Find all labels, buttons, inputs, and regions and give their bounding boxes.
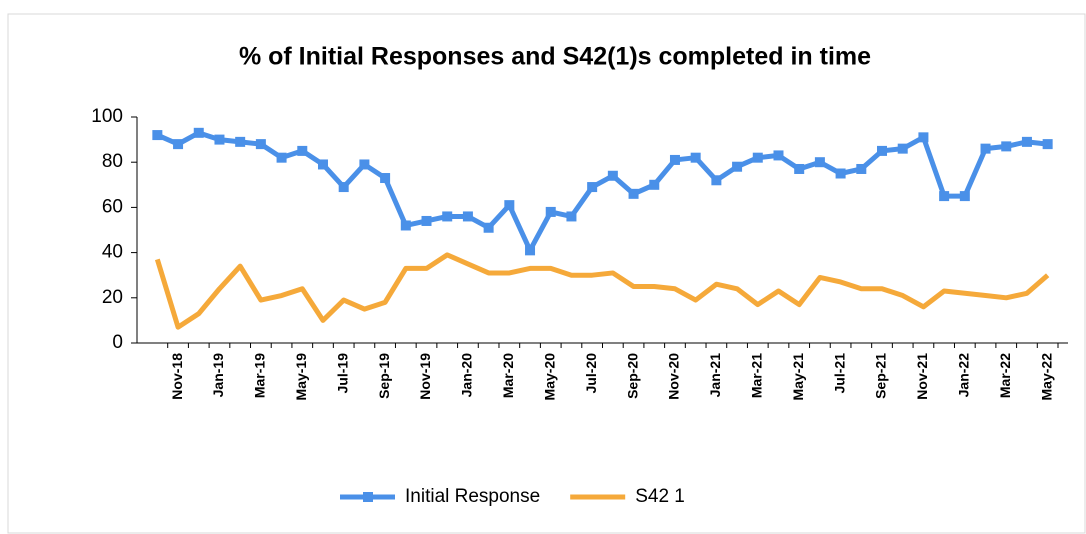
point-marker xyxy=(711,175,722,186)
y-tick-label: 0 xyxy=(112,332,123,353)
x-tick-label: Mar-20 xyxy=(500,353,516,398)
point-marker xyxy=(400,220,411,231)
point-marker xyxy=(421,215,432,226)
point-marker xyxy=(877,145,888,156)
x-tick-label: Jan-21 xyxy=(707,353,723,398)
point-marker xyxy=(794,163,805,174)
point-marker xyxy=(856,163,867,174)
x-tick-label: Nov-19 xyxy=(417,353,433,400)
x-tick-label: Mar-22 xyxy=(997,353,1013,398)
legend-marker xyxy=(363,492,373,502)
point-marker xyxy=(773,150,784,161)
point-marker xyxy=(607,170,618,181)
point-marker xyxy=(380,173,391,184)
point-marker xyxy=(918,132,929,143)
x-tick-label: Nov-18 xyxy=(169,353,185,400)
point-marker xyxy=(173,139,184,150)
x-tick-label: Sep-20 xyxy=(624,353,640,399)
point-marker xyxy=(317,159,328,170)
x-tick-label: Nov-21 xyxy=(914,353,930,400)
point-marker xyxy=(814,157,825,168)
x-tick-label: Jul-21 xyxy=(831,353,847,394)
x-tick-label: Jan-19 xyxy=(210,353,226,398)
point-marker xyxy=(297,145,308,156)
y-tick-label: 20 xyxy=(102,287,123,308)
x-tick-label: Mar-19 xyxy=(252,353,268,398)
x-tick-label: May-19 xyxy=(293,353,309,401)
x-tick-label: Jan-20 xyxy=(459,353,475,398)
x-tick-label: Sep-21 xyxy=(873,353,889,399)
point-marker xyxy=(193,127,204,138)
y-tick-label: 80 xyxy=(102,151,123,172)
legend-label: Initial Response xyxy=(405,486,540,507)
x-tick-label: May-22 xyxy=(1038,353,1054,401)
x-tick-label: Sep-19 xyxy=(376,353,392,399)
point-marker xyxy=(235,136,246,147)
legend-label: S42 1 xyxy=(635,486,685,507)
point-marker xyxy=(338,182,349,193)
point-marker xyxy=(442,211,453,222)
x-tick-label: May-21 xyxy=(790,353,806,401)
point-marker xyxy=(897,143,908,154)
point-marker xyxy=(214,134,225,145)
point-marker xyxy=(276,152,287,163)
point-marker xyxy=(752,152,763,163)
point-marker xyxy=(939,191,950,202)
series-line xyxy=(154,252,1050,330)
point-marker xyxy=(669,154,680,165)
point-marker xyxy=(732,161,743,172)
point-marker xyxy=(835,168,846,179)
point-marker xyxy=(525,245,536,256)
point-marker xyxy=(1001,141,1012,152)
point-marker xyxy=(152,130,163,141)
point-marker xyxy=(462,211,473,222)
point-marker xyxy=(628,188,639,199)
point-marker xyxy=(359,159,370,170)
point-marker xyxy=(649,179,660,190)
point-marker xyxy=(483,222,494,233)
x-tick-label: Mar-21 xyxy=(748,353,764,398)
y-tick-label: 60 xyxy=(102,196,123,217)
x-tick-label: Jul-19 xyxy=(334,353,350,394)
point-marker xyxy=(1042,139,1053,150)
point-marker xyxy=(1021,136,1032,147)
y-tick-label: 100 xyxy=(91,106,123,127)
point-marker xyxy=(504,200,515,211)
chart-title: % of Initial Responses and S42(1)s compl… xyxy=(239,43,871,71)
x-tick-label: Jul-20 xyxy=(583,353,599,394)
chart-frame xyxy=(7,13,1086,534)
point-marker xyxy=(566,211,577,222)
point-marker xyxy=(587,182,598,193)
x-tick-label: Nov-20 xyxy=(666,353,682,400)
y-tick-label: 40 xyxy=(102,242,123,263)
point-marker xyxy=(545,206,556,217)
point-marker xyxy=(959,191,970,202)
point-marker xyxy=(980,143,991,154)
x-tick-label: Jan-22 xyxy=(956,353,972,398)
x-tick-label: May-20 xyxy=(541,353,557,401)
point-marker xyxy=(690,152,701,163)
point-marker xyxy=(255,139,266,150)
